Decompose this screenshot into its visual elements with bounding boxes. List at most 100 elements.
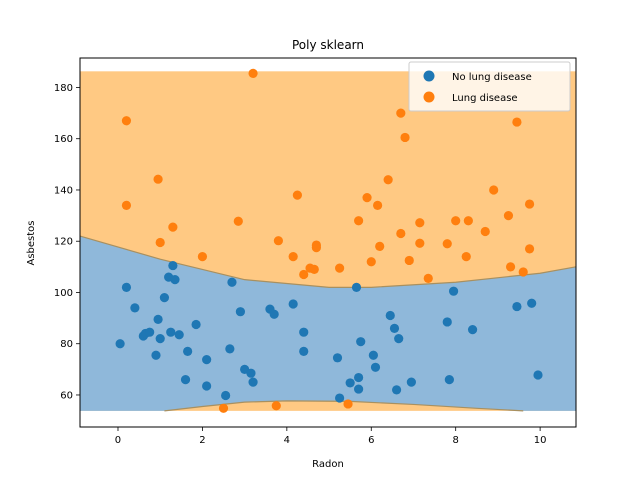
data-point-no-lung-disease (166, 327, 176, 337)
data-point-no-lung-disease (389, 323, 400, 333)
data-point-lung-disease (248, 68, 258, 78)
legend: No lung disease Lung disease (408, 61, 571, 112)
data-point-no-lung-disease (130, 303, 140, 313)
y-tick-label: 160 (54, 134, 73, 145)
y-axis-label: Asbestos (26, 220, 37, 265)
data-point-no-lung-disease (202, 355, 212, 365)
data-point-no-lung-disease (170, 275, 180, 285)
data-point-no-lung-disease (235, 307, 246, 317)
data-point-lung-disease (168, 222, 178, 232)
data-point-lung-disease (233, 216, 243, 226)
data-point-lung-disease (396, 108, 406, 118)
data-point-no-lung-disease (115, 339, 125, 349)
x-tick-label: 4 (284, 435, 290, 446)
data-point-no-lung-disease (191, 319, 201, 330)
data-point-no-lung-disease (442, 317, 452, 327)
data-point-lung-disease (155, 237, 165, 248)
scatter-points (115, 68, 543, 413)
legend-box (408, 61, 571, 112)
data-point-lung-disease (121, 200, 132, 210)
data-point-no-lung-disease (351, 282, 362, 292)
data-point-no-lung-disease (221, 390, 231, 401)
data-point-no-lung-disease (335, 393, 345, 403)
data-point-lung-disease (271, 401, 281, 411)
x-tick-label: 10 (534, 435, 547, 446)
x-tick-label: 2 (199, 435, 205, 446)
data-point-no-lung-disease (533, 370, 543, 380)
data-point-no-lung-disease (183, 346, 193, 357)
data-point-no-lung-disease (448, 286, 459, 296)
data-point-lung-disease (288, 251, 298, 262)
data-point-lung-disease (362, 193, 372, 203)
data-point-lung-disease (311, 240, 321, 250)
data-point-lung-disease (396, 228, 406, 239)
data-point-no-lung-disease (155, 333, 165, 344)
data-point-lung-disease (480, 226, 490, 237)
data-point-no-lung-disease (246, 368, 256, 378)
x-tick-label: 8 (453, 435, 459, 446)
data-point-no-lung-disease (391, 385, 402, 395)
data-point-no-lung-disease (225, 344, 235, 354)
data-point-lung-disease (383, 175, 393, 185)
data-point-no-lung-disease (370, 362, 381, 372)
data-point-lung-disease (373, 200, 383, 210)
data-point-lung-disease (512, 117, 522, 127)
data-point-lung-disease (400, 132, 410, 143)
data-point-no-lung-disease (356, 337, 366, 347)
data-point-lung-disease (354, 216, 364, 226)
data-point-lung-disease (415, 218, 425, 228)
data-point-lung-disease (335, 263, 345, 273)
legend-marker-no-lung-disease (423, 70, 435, 82)
data-point-lung-disease (404, 255, 414, 266)
data-point-no-lung-disease (168, 260, 178, 271)
data-point-no-lung-disease (512, 301, 522, 312)
data-point-no-lung-disease (527, 298, 537, 308)
data-point-lung-disease (489, 185, 499, 195)
x-axis-label: Radon (312, 459, 344, 470)
y-tick-label: 100 (54, 288, 73, 299)
y-tick-label: 180 (54, 83, 73, 94)
data-point-lung-disease (524, 244, 535, 254)
region-no-lung-disease (80, 236, 576, 411)
data-point-no-lung-disease (394, 333, 404, 344)
y-tick-label: 120 (54, 237, 73, 248)
data-point-lung-disease (451, 216, 461, 226)
data-point-lung-disease (309, 264, 319, 275)
data-point-no-lung-disease (151, 350, 161, 360)
data-point-no-lung-disease (354, 384, 364, 394)
data-point-no-lung-disease (406, 377, 416, 387)
data-point-no-lung-disease (288, 299, 298, 309)
y-tick-label: 80 (60, 339, 73, 350)
data-point-no-lung-disease (269, 309, 279, 319)
y-tick-label: 60 (60, 390, 73, 401)
data-point-lung-disease (343, 399, 353, 409)
data-point-lung-disease (505, 262, 516, 272)
data-point-no-lung-disease (444, 374, 454, 385)
data-point-no-lung-disease (467, 325, 478, 335)
data-point-lung-disease (292, 190, 302, 200)
data-point-no-lung-disease (368, 350, 378, 360)
data-point-lung-disease (461, 251, 471, 262)
data-point-lung-disease (375, 241, 385, 251)
data-point-no-lung-disease (180, 374, 191, 385)
decision-boundary-lower (164, 400, 524, 412)
axes-frame (79, 57, 577, 428)
y-axis-ticks: 60 80 100 120 140 160 180 (54, 83, 80, 401)
data-point-no-lung-disease (174, 330, 184, 340)
x-tick-label: 0 (115, 435, 121, 446)
decision-regions (79, 71, 577, 412)
data-point-no-lung-disease (248, 377, 258, 387)
data-point-lung-disease (518, 267, 528, 277)
data-point-lung-disease (366, 257, 376, 267)
data-point-no-lung-disease (385, 310, 395, 321)
data-point-no-lung-disease (202, 381, 212, 391)
data-point-no-lung-disease (354, 372, 364, 383)
x-axis-ticks: 0 2 4 6 8 10 (115, 427, 547, 446)
legend-marker-lung-disease (423, 91, 435, 103)
data-point-lung-disease (197, 251, 208, 262)
data-point-lung-disease (273, 236, 283, 246)
y-tick-label: 140 (54, 185, 73, 196)
data-point-lung-disease (423, 273, 433, 283)
legend-label-lung-disease: Lung disease (452, 93, 518, 104)
